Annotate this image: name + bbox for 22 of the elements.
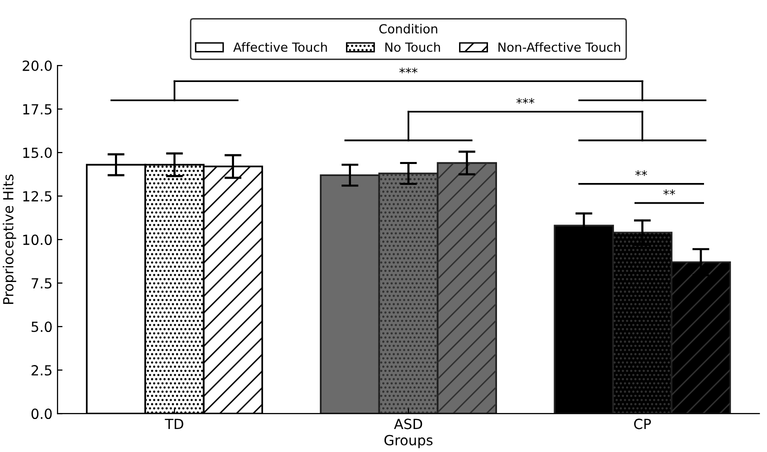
legend-label: No Touch: [385, 42, 440, 52]
annotation: **: [663, 189, 676, 196]
y-tick-label: 7.5: [32, 278, 52, 289]
legend-label: Non-Affective Touch: [498, 42, 620, 52]
y-tick-label: 0.0: [31, 408, 52, 420]
annotation: **: [635, 170, 648, 176]
x-tick-label: ASD: [394, 418, 422, 430]
legend-title: Condition: [379, 24, 438, 34]
x-axis-title: Groups: [384, 434, 433, 448]
y-tick-label: 10.0: [23, 234, 52, 246]
x-tick-label: TD: [164, 418, 184, 429]
y-tick-label: 5.0: [32, 322, 52, 332]
y-axis-title: Proprioceptive Hits: [2, 174, 16, 304]
y-tick-label: 15.0: [23, 148, 52, 158]
legend-label: Affective Touch: [233, 42, 327, 52]
y-tick-label: 12.5: [23, 191, 52, 202]
x-tick-label: CP: [634, 418, 651, 430]
annotation: ***: [516, 98, 534, 104]
y-tick-label: 17.5: [23, 104, 52, 115]
y-tick-label: 2.5: [32, 365, 52, 376]
annotation: ***: [399, 68, 418, 74]
y-tick-label: 20.0: [22, 60, 52, 72]
